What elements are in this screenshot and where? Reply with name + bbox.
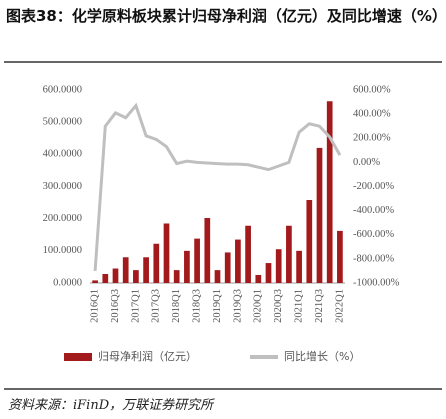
- bar: [265, 263, 272, 283]
- x-tick-label: 2018Q1: [171, 289, 182, 323]
- bar: [102, 273, 109, 283]
- bar: [255, 274, 262, 283]
- x-tick-label: 2017Q1: [130, 289, 141, 323]
- bar: [235, 239, 241, 283]
- y2-tick-label: -800.00%: [353, 253, 394, 264]
- chart-title: 图表38：化学原料板块累计归母净利润（亿元）及同比增速（%）: [6, 7, 446, 25]
- x-tick-label: 2022Q1: [334, 289, 345, 323]
- bar: [296, 250, 302, 283]
- y2-tick-label: -600.00%: [353, 229, 394, 240]
- y-tick-label: 100.0000: [43, 245, 82, 256]
- y2-tick-label: 0.00%: [353, 157, 380, 168]
- x-tick-label: 2020Q1: [253, 289, 264, 323]
- bar: [92, 280, 98, 283]
- line: [93, 102, 342, 272]
- bar: [316, 147, 323, 283]
- bar: [326, 101, 333, 283]
- x-tick-label: 2019Q1: [212, 289, 223, 323]
- bar: [214, 270, 221, 283]
- legend-label: 归母净利润（亿元）: [98, 349, 197, 363]
- bar: [204, 218, 211, 283]
- bar: [143, 257, 149, 283]
- bar: [275, 249, 282, 283]
- y-tick-label: 0.0000: [53, 277, 82, 288]
- y2-tick-label: 400.00%: [353, 109, 391, 120]
- bar: [245, 225, 251, 283]
- bar: [173, 270, 180, 283]
- bar: [133, 270, 139, 283]
- y2-tick-label: 200.00%: [353, 133, 391, 144]
- x-tick-label: 2021Q1: [294, 289, 305, 323]
- bar: [337, 230, 343, 283]
- bar: [286, 225, 292, 283]
- bar: [194, 238, 200, 283]
- bar: [306, 200, 313, 283]
- y2-tick-label: 600.00%: [353, 84, 391, 95]
- source: 资料来源：iFinD，万联证券研究所: [8, 398, 214, 413]
- x-tick-label: 2017Q3: [151, 289, 162, 323]
- x-tick-label: 2016Q3: [110, 289, 121, 323]
- x-tick-label: 2021Q3: [314, 289, 325, 323]
- bar: [163, 223, 170, 283]
- y2-tick-label: -400.00%: [353, 205, 394, 216]
- bar: [122, 257, 129, 283]
- bar: [153, 243, 160, 283]
- y2-tick-label: -1000.00%: [353, 277, 400, 288]
- bar: [112, 268, 119, 283]
- x-tick-label: 2020Q3: [273, 289, 284, 323]
- bar: [184, 250, 190, 283]
- bar: [224, 252, 231, 283]
- y-tick-label: 300.0000: [43, 181, 82, 192]
- y-tick-label: 400.0000: [43, 149, 82, 160]
- y2-tick-label: -200.00%: [353, 181, 394, 192]
- x-tick-label: 2016Q1: [90, 289, 101, 323]
- x-tick-label: 2019Q3: [232, 289, 243, 323]
- legend-swatch: [64, 353, 92, 361]
- y-tick-label: 200.0000: [43, 213, 82, 224]
- x-tick-label: 2018Q3: [192, 289, 203, 323]
- legend-label: 同比增长（%）: [284, 349, 360, 363]
- y-tick-label: 600.0000: [43, 84, 82, 95]
- y-tick-label: 500.0000: [43, 117, 82, 128]
